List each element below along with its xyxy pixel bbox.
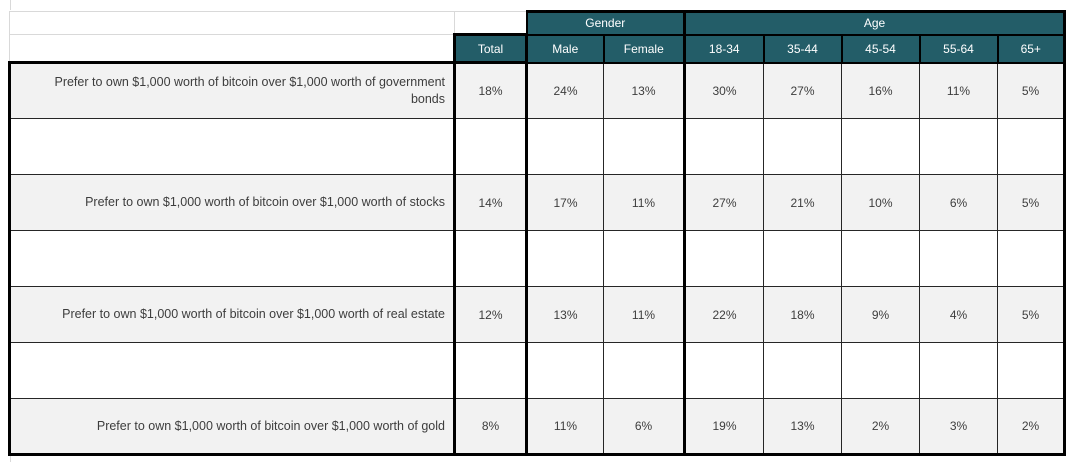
- value-cell: [997, 342, 1066, 399]
- value-cell: 27%: [683, 174, 764, 231]
- column-header-55-64: 55-64: [918, 33, 999, 64]
- blank-cell: [9, 11, 455, 35]
- value-cell: [453, 118, 528, 175]
- value-cell: 14%: [453, 174, 528, 231]
- value-cell: [919, 342, 998, 399]
- value-cell: 13%: [526, 286, 604, 343]
- row-label-cell: [8, 342, 456, 399]
- value-cell: 3%: [919, 398, 998, 456]
- value-cell: [603, 118, 686, 175]
- row-label-cell: [8, 230, 456, 287]
- value-cell: 8%: [453, 398, 528, 456]
- column-header-18-34: 18-34: [683, 33, 765, 64]
- value-cell: [603, 230, 686, 287]
- value-cell: 2%: [997, 398, 1066, 456]
- value-cell: [841, 342, 920, 399]
- value-cell: 12%: [453, 286, 528, 343]
- value-cell: [603, 342, 686, 399]
- age-group-header: Age: [683, 10, 1066, 36]
- value-cell: [526, 118, 604, 175]
- value-cell: [453, 342, 528, 399]
- value-cell: 11%: [603, 286, 686, 343]
- column-header-female: Female: [602, 33, 686, 64]
- value-cell: 18%: [453, 62, 528, 119]
- column-header-row: Total Male Female 18-34 35-44 45-54 55-64 65+: [9, 33, 1066, 64]
- value-cell: 5%: [997, 62, 1066, 119]
- gridline-tick-top: [10, 0, 11, 10]
- value-cell: 4%: [919, 286, 998, 343]
- value-cell: [683, 118, 764, 175]
- table-row: Prefer to own $1,000 worth of bitcoin ov…: [8, 61, 1066, 119]
- value-cell: [997, 230, 1066, 287]
- value-cell: [526, 230, 604, 287]
- group-header-row: Gender Age: [9, 10, 1066, 36]
- value-cell: 2%: [841, 398, 920, 456]
- value-cell: 5%: [997, 174, 1066, 231]
- value-cell: 19%: [683, 398, 764, 456]
- value-cell: 18%: [763, 286, 842, 343]
- value-cell: [763, 118, 842, 175]
- value-cell: 6%: [919, 174, 998, 231]
- value-cell: 27%: [763, 62, 842, 119]
- value-cell: [763, 342, 842, 399]
- spacer-row: [8, 118, 1066, 175]
- table-row: Prefer to own $1,000 worth of bitcoin ov…: [8, 398, 1066, 456]
- value-cell: [763, 230, 842, 287]
- value-cell: 22%: [683, 286, 764, 343]
- table-row: Prefer to own $1,000 worth of bitcoin ov…: [8, 286, 1066, 343]
- column-header-45-54: 45-54: [840, 33, 921, 64]
- value-cell: [919, 230, 998, 287]
- value-cell: [683, 342, 764, 399]
- column-header-male: Male: [525, 33, 605, 64]
- value-cell: [841, 230, 920, 287]
- column-header-total: Total: [453, 33, 528, 64]
- value-cell: 5%: [997, 286, 1066, 343]
- row-label-cell: [8, 118, 456, 175]
- gridline-tick-bottom: [10, 453, 11, 462]
- blank-cell: [9, 34, 455, 63]
- value-cell: 24%: [526, 62, 604, 119]
- value-cell: [919, 118, 998, 175]
- value-cell: 11%: [919, 62, 998, 119]
- value-cell: [526, 342, 604, 399]
- row-label-cell: Prefer to own $1,000 worth of bitcoin ov…: [8, 398, 456, 456]
- value-cell: 21%: [763, 174, 842, 231]
- blank-cell: [454, 11, 527, 35]
- gender-group-header: Gender: [525, 10, 686, 36]
- value-cell: [997, 118, 1066, 175]
- value-cell: 30%: [683, 62, 764, 119]
- row-label-cell: Prefer to own $1,000 worth of bitcoin ov…: [8, 286, 456, 343]
- value-cell: 16%: [841, 62, 920, 119]
- table-body: Prefer to own $1,000 worth of bitcoin ov…: [8, 61, 1066, 456]
- value-cell: [453, 230, 528, 287]
- value-cell: 9%: [841, 286, 920, 343]
- spacer-row: [8, 230, 1066, 287]
- value-cell: [683, 230, 764, 287]
- value-cell: 11%: [526, 398, 604, 456]
- value-cell: 17%: [526, 174, 604, 231]
- column-header-65-: 65+: [996, 33, 1066, 64]
- value-cell: 13%: [763, 398, 842, 456]
- value-cell: [841, 118, 920, 175]
- value-cell: 11%: [603, 174, 686, 231]
- spacer-row: [8, 342, 1066, 399]
- survey-results-table: Gender Age Total Male Female 18-34 35-44 45-5…: [8, 10, 1066, 456]
- value-cell: 10%: [841, 174, 920, 231]
- table-row: Prefer to own $1,000 worth of bitcoin ov…: [8, 174, 1066, 231]
- value-cell: 13%: [603, 62, 686, 119]
- column-header-35-44: 35-44: [762, 33, 843, 64]
- value-cell: 6%: [603, 398, 686, 456]
- row-label-cell: Prefer to own $1,000 worth of bitcoin ov…: [8, 174, 456, 231]
- row-label-cell: Prefer to own $1,000 worth of bitcoin ov…: [8, 61, 456, 119]
